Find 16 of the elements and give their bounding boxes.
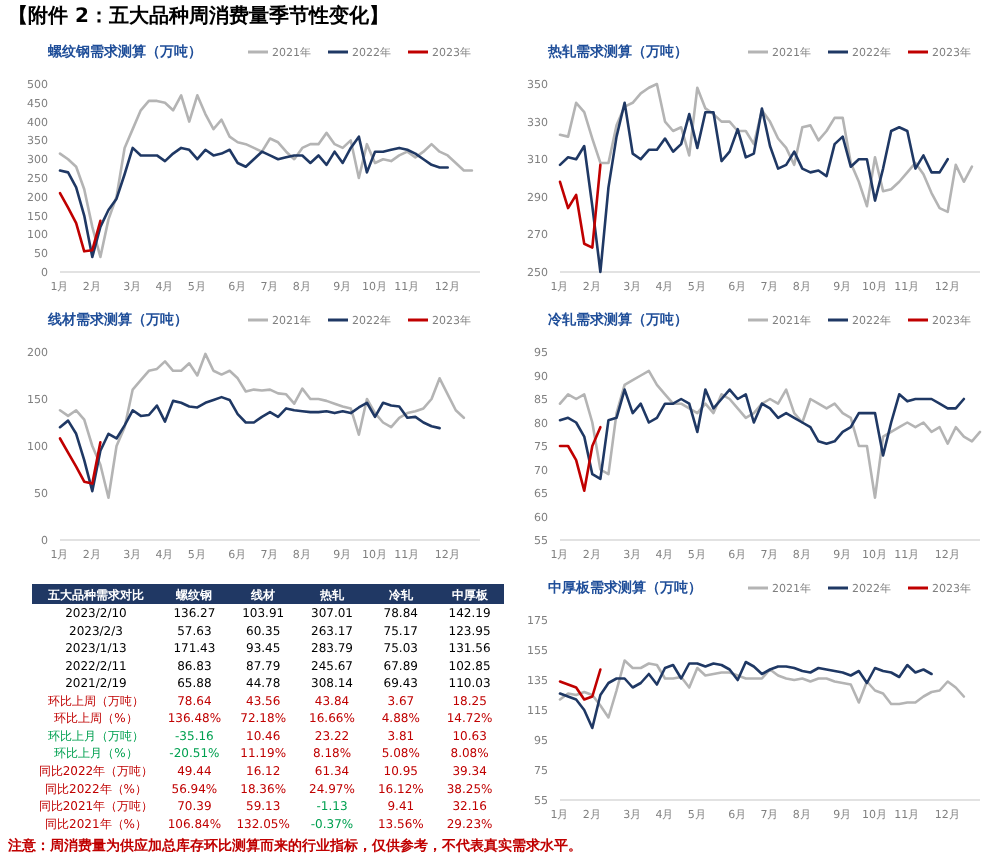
line-series — [558, 425, 602, 492]
line-series — [558, 388, 966, 481]
line-series — [558, 659, 966, 719]
line-series — [58, 93, 474, 259]
line-series — [558, 163, 602, 249]
chart-title: 【附件 2：五大品种周消费量季节性变化】 — [8, 4, 389, 28]
line-series — [558, 101, 949, 274]
line-series — [558, 668, 602, 701]
line-series — [558, 369, 982, 499]
line-series — [58, 191, 102, 253]
line-series — [558, 660, 933, 730]
line-series — [58, 135, 449, 259]
line-series — [58, 437, 102, 485]
line-series — [58, 395, 441, 493]
line-series — [58, 352, 466, 499]
line-series — [558, 82, 974, 214]
